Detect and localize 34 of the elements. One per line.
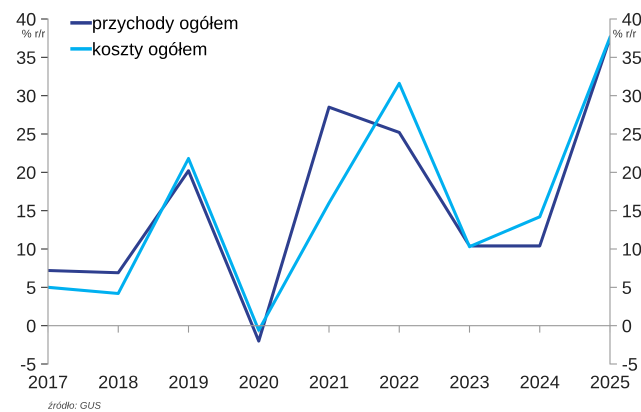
y-tick-label: 30 (16, 90, 36, 102)
y2-tick-label: 10 (623, 242, 641, 256)
x-tick-label: 2019 (169, 376, 208, 388)
x-tick-label: 2023 (450, 376, 489, 388)
y2-tick-label: 35 (622, 51, 641, 64)
y2-tick-label: 25 (622, 128, 641, 141)
y-tick-label: 20 (17, 166, 36, 180)
y2-tick-label: 20 (622, 166, 641, 180)
y-tick-label: 40 (16, 12, 36, 26)
legend-label: koszty ogółem (93, 42, 206, 59)
x-tick-label: 2017 (28, 376, 68, 388)
y-tick-label: 0 (26, 320, 36, 332)
y-tick-label: 15 (17, 204, 36, 218)
x-tick-label: 2018 (99, 376, 138, 388)
x-tick-label: 2025 (590, 376, 630, 388)
x-tick-label: 2022 (380, 376, 418, 388)
y2-tick-label: 15 (623, 204, 641, 218)
x-tick-label: 2021 (310, 376, 348, 388)
y2-tick-label: 40 (622, 12, 641, 26)
y2-tick-label: 5 (622, 281, 632, 294)
text: źródło: GUS (48, 402, 101, 409)
y2-tick-label: 30 (622, 90, 641, 102)
y-tick-label: -5 (20, 358, 36, 371)
x-tick-label: 2020 (240, 376, 278, 388)
legend-label: przychody ogółem (93, 16, 238, 33)
y-tick-label: 10 (17, 242, 36, 256)
y-tick-label: 35 (16, 51, 36, 64)
y2-axis-title: % r/r (613, 29, 636, 38)
y-tick-label: 25 (17, 128, 36, 141)
y2-tick-label: 0 (622, 320, 632, 332)
y-tick-label: 5 (26, 281, 36, 294)
x-tick-label: 2024 (520, 376, 560, 388)
y-axis-title: % r/r (22, 29, 46, 38)
y2-tick-label: -5 (622, 358, 638, 371)
